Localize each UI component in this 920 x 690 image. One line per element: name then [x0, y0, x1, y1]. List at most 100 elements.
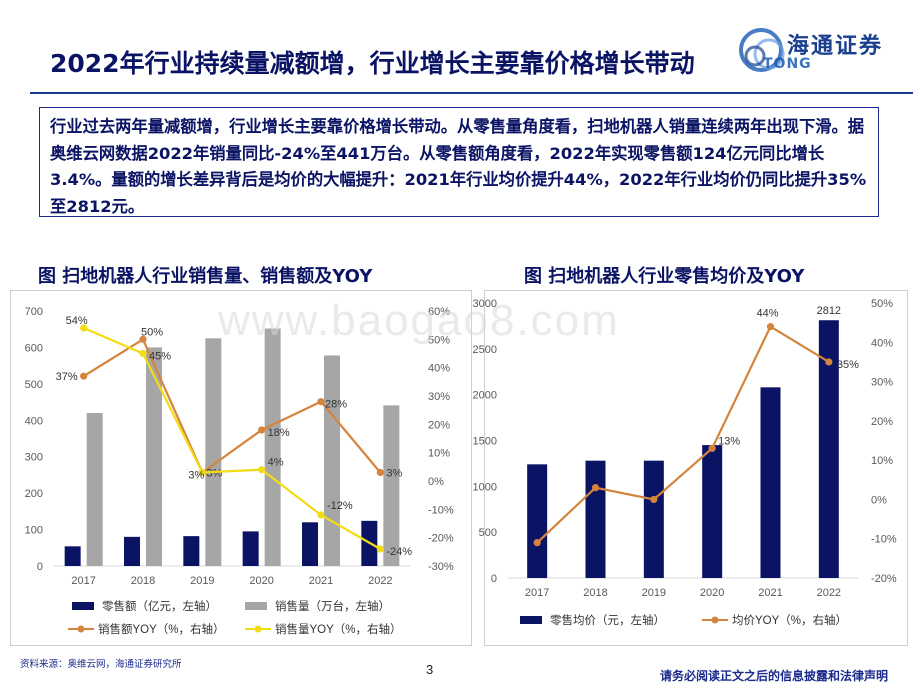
c1-y-tick: 0 [37, 561, 43, 573]
c1-y-tick: 100 [25, 525, 43, 537]
c1-x-tick: 2018 [131, 575, 155, 587]
c1-line-label: 3% [386, 468, 402, 480]
c1-bar-2 [205, 338, 222, 566]
c1-line-label: 18% [268, 427, 290, 439]
c1-y2-tick: 20% [428, 419, 450, 431]
c2-x-tick: 2022 [817, 587, 841, 599]
c2-bar-1 [585, 460, 606, 578]
c2-line-label: 13% [718, 435, 740, 447]
c2-line-point [650, 495, 658, 504]
c1-y2-tick: 10% [428, 448, 450, 460]
c2-y-tick: 3000 [473, 298, 497, 310]
company-logo: 海通证券 TONG [735, 22, 915, 82]
c1-y-tick: 500 [25, 379, 43, 391]
c2-y2-tick: 50% [871, 298, 893, 310]
c1-x-tick: 2017 [71, 575, 95, 587]
c1-line-label: -12% [327, 500, 353, 512]
c2-y-tick: 2000 [473, 390, 497, 402]
c2-line-point [591, 484, 600, 492]
c1-line-point [317, 398, 325, 406]
c2-line-label: 44% [757, 308, 779, 320]
c1-legend-marker [254, 625, 262, 633]
c1-y2-tick: -20% [428, 533, 454, 545]
c1-y-tick: 600 [25, 342, 43, 354]
c1-bar-1 [302, 522, 318, 566]
logo-emblem-icon [739, 28, 785, 72]
c1-line-label: 3% [188, 470, 204, 482]
c1-y2-tick: 50% [428, 334, 450, 346]
c1-line-point [258, 466, 266, 474]
c2-y-tick: 1500 [473, 436, 497, 448]
c1-line-point [80, 372, 88, 380]
disclaimer: 请务必阅读正文之后的信息披露和法律声明 [659, 669, 888, 683]
page-title: 2022年行业持续量减额增，行业增长主要靠价格增长带动 [50, 49, 695, 78]
c2-y-tick: 2500 [473, 344, 497, 356]
c2-line-point [825, 358, 833, 366]
c2-bar-1 [818, 320, 839, 578]
c1-y2-tick: 0% [428, 476, 444, 488]
c1-y2-tick: 40% [428, 363, 450, 375]
c1-legend-swatch [245, 602, 267, 610]
c1-line-point [317, 511, 325, 519]
c1-bar-2 [324, 355, 340, 566]
chart2-title: 图 扫地机器人行业零售均价及YOY [524, 266, 805, 287]
c2-y2-tick: 30% [871, 377, 893, 389]
c1-bar-1 [183, 536, 200, 566]
c1-y2-tick: -30% [428, 561, 454, 573]
c2-y2-tick: 40% [871, 337, 893, 349]
c1-legend-marker [77, 625, 85, 633]
c2-y2-tick: 20% [871, 416, 893, 428]
c1-bar-2 [146, 347, 162, 566]
c1-legend-label: 零售额（亿元，左轴） [102, 599, 217, 613]
c2-y-tick: 0 [491, 573, 497, 585]
chart1-frame [10, 290, 472, 646]
c2-x-tick: 2021 [758, 587, 782, 599]
c2-line-point [533, 539, 541, 547]
c2-y2-tick: -10% [871, 534, 897, 546]
summary-box: 行业过去两年量减额增，行业增长主要靠价格增长带动。从零售量角度看，扫地机器人销量… [39, 107, 879, 217]
c1-line-point [376, 468, 384, 477]
c2-line-1 [536, 325, 830, 544]
c2-line-label: 35% [837, 359, 859, 371]
c2-bar-1 [527, 464, 548, 578]
c1-bar-2 [383, 405, 400, 566]
c1-line-2 [83, 326, 381, 550]
chart1-title: 图 扫地机器人行业销售量、销售额及YOY [38, 266, 373, 287]
c1-bar-1 [242, 531, 259, 566]
page-number: 3 [426, 662, 434, 677]
c2-x-tick: 2019 [642, 587, 666, 599]
c1-x-tick: 2021 [309, 575, 333, 587]
c2-x-tick: 2017 [525, 587, 549, 599]
c1-bar-2 [264, 328, 281, 566]
c1-line-point [139, 335, 147, 343]
c1-y2-tick: 60% [428, 306, 450, 318]
c2-bar-label: 2812 [817, 305, 841, 317]
c1-line-point [258, 426, 266, 434]
c2-y-tick: 1000 [473, 481, 497, 493]
watermark: www.baogao8.com [218, 296, 620, 345]
logo-subtext: TONG [763, 56, 812, 72]
c2-y2-tick: 10% [871, 455, 893, 467]
c1-legend-label: 销售额YOY（%，右轴） [98, 622, 225, 636]
c1-line-label: 50% [141, 326, 163, 338]
c1-y-tick: 400 [25, 415, 43, 427]
c2-legend-swatch [520, 616, 542, 624]
c1-y2-tick: 30% [428, 391, 450, 403]
c2-legend-label: 均价YOY（%，右轴） [732, 613, 847, 627]
c2-y2-tick: -20% [871, 573, 897, 585]
c2-legend-label: 零售均价（元，左轴） [550, 613, 665, 627]
c1-y-tick: 700 [25, 306, 43, 318]
header-divider [30, 92, 913, 94]
c2-line-point [766, 322, 775, 331]
c1-y-tick: 300 [25, 452, 43, 464]
c1-line-point [376, 545, 384, 553]
c2-line-point [708, 444, 716, 452]
c1-bar-2 [86, 413, 103, 566]
c1-line-label: 4% [268, 457, 284, 469]
c1-x-tick: 2019 [190, 575, 214, 587]
c1-line-point [198, 468, 206, 477]
c1-line-label: 37% [56, 371, 78, 383]
c1-line-1 [83, 337, 382, 475]
c1-line-point [139, 349, 147, 358]
c2-bar-1 [702, 445, 723, 578]
